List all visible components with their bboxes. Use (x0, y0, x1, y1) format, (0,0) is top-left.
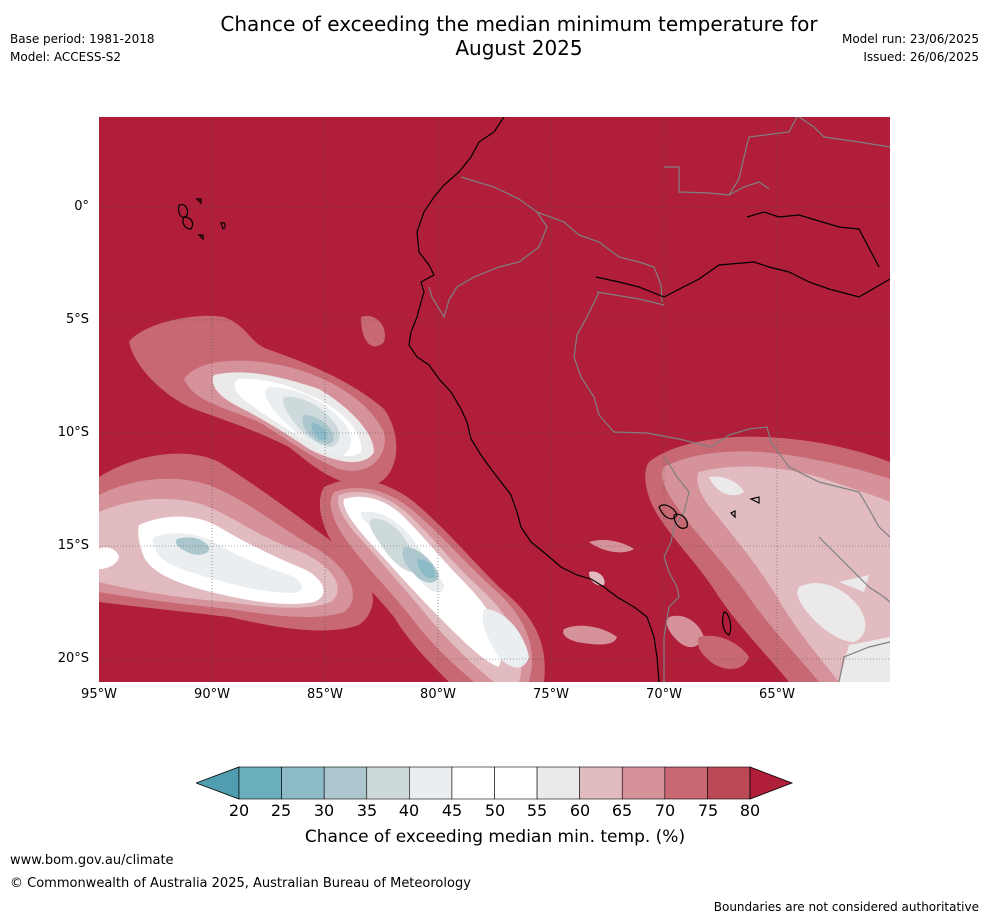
colorbar-tick: 70 (654, 801, 676, 820)
colorbar-tick: 50 (484, 801, 506, 820)
lat-label-20s: 20°S (57, 651, 89, 666)
colorbar-cell (451, 766, 495, 800)
colorbar-cell (409, 766, 453, 800)
lat-label-5s: 5°S (65, 312, 89, 327)
colorbar-cells (238, 766, 751, 800)
model-run: Model run: 23/06/2025 (841, 32, 979, 46)
meta-left: Base period: 1981-2018 Model: ACCESS-S2 (10, 32, 155, 68)
lon-label-70w: 70°W (646, 687, 682, 702)
anomaly-band-east (589, 436, 890, 682)
anomaly-band-north (129, 315, 397, 486)
colorbar-cell (323, 766, 368, 800)
lon-label-75w: 75°W (533, 687, 569, 702)
issued-date: Issued: 26/06/2025 (863, 50, 979, 64)
colorbar-tick: 65 (611, 801, 633, 820)
base-period: Base period: 1981-2018 (10, 32, 155, 46)
colorbar-tick: 80 (739, 801, 761, 820)
map-panel: 0° 5°S 10°S 15°S 20°S 95°W 90°W 85°W 80°… (58, 117, 890, 702)
lon-label-80w: 80°W (420, 687, 456, 702)
colorbar (196, 766, 794, 800)
colorbar-cell (664, 766, 708, 800)
colorbar-tick: 45 (441, 801, 463, 820)
colorbar-tick: 60 (569, 801, 591, 820)
anomaly-band-central (319, 479, 617, 682)
lat-label-15s: 15°S (57, 538, 89, 553)
copyright-notice: © Commonwealth of Australia 2025, Austra… (10, 876, 471, 891)
colorbar-cell (494, 766, 538, 800)
anomaly-band-west (99, 453, 373, 631)
country-borders (428, 117, 890, 682)
lon-label-95w: 95°W (81, 687, 117, 702)
title-line-1: Chance of exceeding the median minimum t… (220, 12, 818, 36)
lon-label-90w: 90°W (194, 687, 230, 702)
colorbar-cell (707, 766, 751, 800)
colorbar-arrow-low (196, 766, 240, 800)
colorbar-cell (238, 766, 282, 800)
lon-label-65w: 65°W (759, 687, 795, 702)
colorbar-cell (281, 766, 325, 800)
colorbar-cell (579, 766, 623, 800)
colorbar-tick: 40 (398, 801, 420, 820)
colorbar-tick: 55 (526, 801, 548, 820)
colorbar-cell (536, 766, 580, 800)
colorbar-arrow-high (749, 766, 794, 800)
model-name: Model: ACCESS-S2 (10, 50, 122, 64)
boundary-disclaimer: Boundaries are not considered authoritat… (713, 900, 979, 914)
colorbar-cell (366, 766, 410, 800)
graticule (99, 117, 890, 682)
meta-right: Model run: 23/06/2025 Issued: 26/06/2025 (842, 32, 979, 68)
colorbar-tick: 25 (270, 801, 292, 820)
colorbar-tick: 75 (697, 801, 719, 820)
title-line-2: August 2025 (455, 36, 583, 60)
colorbar-title: Chance of exceeding median min. temp. (%… (304, 827, 686, 847)
coastline (178, 117, 890, 682)
colorbar-tick: 30 (313, 801, 335, 820)
lat-label-10s: 10°S (57, 425, 89, 440)
lon-label-85w: 85°W (307, 687, 343, 702)
forecast-map (99, 117, 890, 682)
lat-label-0: 0° (74, 199, 89, 214)
colorbar-tick: 35 (356, 801, 378, 820)
source-url[interactable]: www.bom.gov.au/climate (10, 853, 174, 868)
colorbar-tick: 20 (228, 801, 250, 820)
map-title: Chance of exceeding the median minimum t… (194, 12, 844, 60)
colorbar-cell (621, 766, 666, 800)
